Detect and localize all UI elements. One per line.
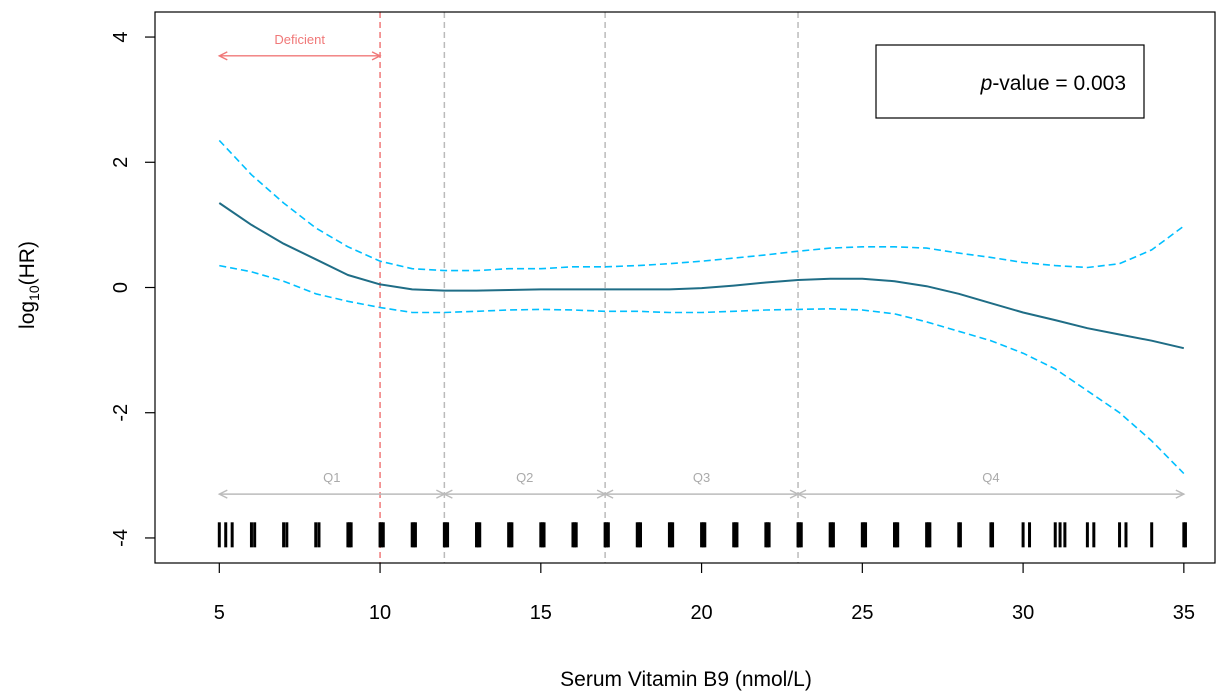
y-axis-title-sub: 10 <box>26 285 42 301</box>
quartile-arrow-1-head-left <box>217 489 228 499</box>
quartile-arrow-3-head-left <box>603 489 614 499</box>
x-tick-label: 10 <box>369 602 391 624</box>
y-tick-label: -2 <box>110 404 132 422</box>
quartile-arrow-2-head-left <box>442 489 453 499</box>
x-tick-label: 5 <box>214 602 225 624</box>
y-tick-label: 4 <box>110 31 132 42</box>
chart-background-layer <box>379 12 799 563</box>
legend-pvalue-text: p-value = 0.003 <box>980 72 1126 95</box>
y-tick-label: -4 <box>110 529 132 547</box>
x-tick-label: 20 <box>690 602 712 624</box>
y-axis-title: log10(HR) <box>16 241 42 329</box>
axes-layer: 5 10 15 20 25 30 35 -4 -2 0 2 4 <box>110 31 1195 624</box>
y-tick-label: 2 <box>110 157 132 168</box>
x-tick-label: 35 <box>1173 602 1195 624</box>
annotation-layer: Deficient Q1 Q2 Q3 Q4 <box>217 32 1186 499</box>
deficient-arrow-head-left <box>217 51 228 61</box>
ci-lower-line <box>219 264 1185 475</box>
x-tick-label: 15 <box>530 602 552 624</box>
y-axis-title-main: log <box>16 301 39 329</box>
quartile-arrow-4-head-left <box>796 489 807 499</box>
quartile-label: Q3 <box>693 470 710 485</box>
series-layer <box>218 139 1185 475</box>
x-tick-label: 30 <box>1012 602 1034 624</box>
quartile-label: Q2 <box>516 470 533 485</box>
x-axis-title: Serum Vitamin B9 (nmol/L) <box>560 668 812 691</box>
ci-upper-line <box>218 139 1185 272</box>
quartile-label: Q4 <box>982 470 999 485</box>
legend-pvalue-value: -value = 0.003 <box>992 72 1126 95</box>
pvalue-legend: p-value = 0.003 <box>875 44 1145 119</box>
quartile-label: Q1 <box>323 470 340 485</box>
rug-layer <box>217 522 1187 548</box>
y-axis-title-tail: (HR) <box>16 241 39 285</box>
legend-box <box>875 44 1145 119</box>
deficient-label: Deficient <box>274 32 325 47</box>
x-tick-label: 25 <box>851 602 873 624</box>
fit-line <box>218 202 1185 350</box>
quartile-arrow-4-head-right <box>1175 489 1186 499</box>
deficient-arrow-head-right <box>371 51 382 61</box>
y-tick-label: 0 <box>110 282 132 293</box>
legend-pvalue-italic: p <box>980 72 993 95</box>
